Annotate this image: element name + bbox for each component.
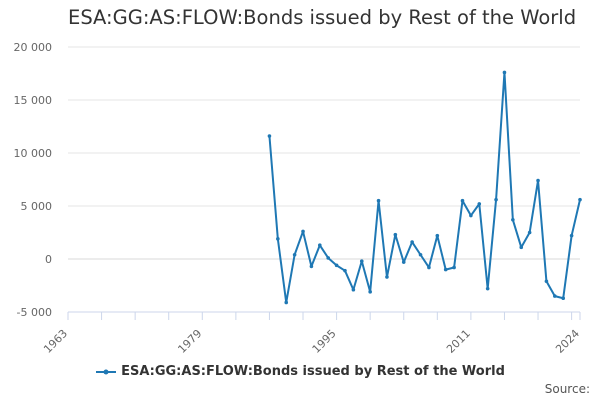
data-point[interactable] <box>359 259 364 263</box>
data-point[interactable] <box>301 229 305 234</box>
data-point[interactable] <box>469 213 473 218</box>
data-point[interactable] <box>519 245 524 250</box>
data-point[interactable] <box>385 275 389 279</box>
x-tick-label: 1995 <box>310 327 339 356</box>
series-line <box>268 71 581 304</box>
data-point[interactable] <box>460 198 465 203</box>
data-point[interactable] <box>343 268 347 273</box>
y-axis-ticks: 20 000 15 000 10 000 5 000 0 -5 000 <box>14 41 53 319</box>
x-axis: 1963 1979 1995 2011 2024 <box>41 311 582 356</box>
data-point[interactable] <box>376 198 381 203</box>
data-point[interactable] <box>527 230 532 235</box>
legend[interactable]: ESA:GG:AS:FLOW:Bonds issued by Rest of t… <box>0 364 600 379</box>
data-point[interactable] <box>276 237 280 241</box>
data-point[interactable] <box>544 279 549 284</box>
source-label[interactable]: Source: <box>544 382 590 396</box>
data-point[interactable] <box>267 134 272 138</box>
y-tick-label: -5 000 <box>17 306 52 319</box>
y-tick-label: 20 000 <box>14 41 53 54</box>
y-tick-label: 5 000 <box>21 200 53 213</box>
data-point[interactable] <box>477 202 482 206</box>
y-tick-label: 15 000 <box>14 94 53 107</box>
data-point[interactable] <box>309 264 314 269</box>
legend-swatch <box>96 369 117 374</box>
data-point[interactable] <box>318 243 322 248</box>
y-tick-label: 10 000 <box>14 147 53 160</box>
data-point[interactable] <box>427 265 431 270</box>
data-point[interactable] <box>334 263 339 268</box>
data-point[interactable] <box>502 70 507 75</box>
chart-title: ESA:GG:AS:FLOW:Bonds issued by Rest of t… <box>68 6 577 29</box>
x-tick-label: 2024 <box>553 327 582 356</box>
series-group <box>267 70 582 305</box>
data-point[interactable] <box>553 294 557 298</box>
legend-label: ESA:GG:AS:FLOW:Bonds issued by Rest of t… <box>121 364 505 379</box>
data-point[interactable] <box>569 233 574 238</box>
y-tick-label: 0 <box>45 253 52 266</box>
data-point[interactable] <box>410 240 414 244</box>
data-point[interactable] <box>485 286 490 291</box>
data-point[interactable] <box>326 256 330 260</box>
data-point[interactable] <box>351 287 356 292</box>
data-point[interactable] <box>511 217 515 222</box>
data-point[interactable] <box>452 265 456 270</box>
data-point[interactable] <box>418 252 423 257</box>
data-point[interactable] <box>578 197 582 202</box>
data-point[interactable] <box>561 296 566 301</box>
x-tick-label: 1963 <box>41 327 70 356</box>
data-point[interactable] <box>443 267 448 272</box>
data-point[interactable] <box>401 260 406 264</box>
data-point[interactable] <box>284 300 289 305</box>
x-tick-label: 1979 <box>175 327 204 356</box>
data-point[interactable] <box>292 252 297 257</box>
data-point[interactable] <box>368 290 372 294</box>
x-tick-label: 2011 <box>444 327 473 356</box>
data-point[interactable] <box>435 233 440 238</box>
data-point[interactable] <box>536 178 540 183</box>
data-point[interactable] <box>393 232 398 237</box>
data-point[interactable] <box>494 197 498 202</box>
